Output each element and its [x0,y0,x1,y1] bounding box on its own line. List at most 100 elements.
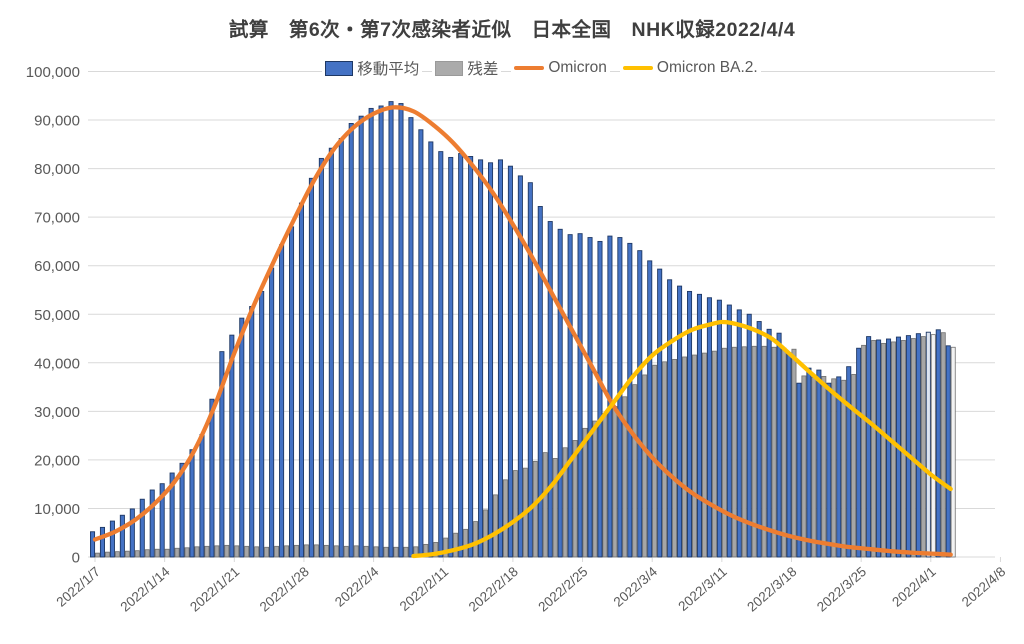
x-axis-label: 2022/1/7 [53,564,103,610]
bar-residual [333,545,339,558]
bar-moving-average [279,244,285,558]
bar-residual [492,494,498,558]
bar-moving-average [378,105,384,558]
bar-residual [781,347,787,558]
bar-moving-average [129,508,135,558]
bar-residual [861,344,867,558]
bar-residual [453,532,459,558]
bar-residual [632,384,638,558]
bar-moving-average [925,331,931,558]
bar-moving-average [229,334,235,558]
omicron-line-swatch-icon [514,65,545,71]
x-axis-label: 2022/1/14 [117,564,173,615]
bar-moving-average [517,175,523,558]
legend-label-moving-average: 移動平均 [357,61,420,78]
bar-residual [383,546,389,558]
bar-moving-average [358,115,364,558]
bar-residual [950,346,956,558]
bar-moving-average [726,304,732,558]
bar-moving-average [438,151,444,558]
bar-moving-average [687,290,693,558]
bar-residual [204,545,210,558]
bar-residual [483,509,489,558]
bar-moving-average [348,122,354,558]
legend: 移動平均 残差 Omicron Omicron BA.2. [88,57,995,79]
bar-moving-average [189,449,195,558]
y-axis-label: 40,000 [34,355,80,372]
bar-residual [562,447,568,558]
bar-moving-average [786,352,792,558]
legend-item-residual: 残差 [432,57,502,79]
bar-moving-average [159,483,165,558]
bar-moving-average [119,514,125,558]
bar-moving-average [298,202,304,558]
bar-moving-average [149,489,155,558]
bar-residual [940,332,946,558]
bar-moving-average [89,531,96,558]
bar-moving-average [856,347,862,558]
bar-residual [572,440,578,558]
bar-residual [274,545,280,558]
bar-residual [871,340,877,558]
bar-residual [313,544,319,558]
bar-moving-average [328,147,334,558]
bar-moving-average [806,367,812,558]
bar-moving-average [776,332,782,558]
bar-moving-average [169,472,175,558]
bar-residual [194,546,200,558]
bar-moving-average [209,398,215,558]
x-axis-label: 2022/2/4 [332,564,382,610]
bar-residual [811,376,817,558]
legend-label-omicron: Omicron [548,59,607,76]
bar-moving-average [766,328,772,558]
bar-moving-average [318,157,324,558]
bar-moving-average [657,268,663,558]
bar-residual [114,551,120,558]
bar-residual [323,544,329,558]
bar-residual [234,545,240,558]
bar-residual [662,361,668,558]
bar-moving-average [139,498,145,558]
y-axis-label: 100,000 [26,64,80,81]
bar-moving-average [497,159,503,558]
moving-average-swatch-icon [325,60,354,76]
bar-residual [930,334,936,558]
bar-residual [831,378,837,558]
bar-moving-average [826,382,832,558]
bar-moving-average [507,165,513,558]
residual-swatch-icon [435,60,464,76]
x-axis-label: 2022/3/18 [744,564,799,615]
bar-moving-average [945,345,951,558]
bar-residual [552,458,558,558]
legend-label-omicron-ba2: Omicron BA.2. [656,59,758,76]
y-axis-labels: 0 10,000 20,000 30,000 40,000 50,000 60,000 70,… [26,64,80,567]
y-axis-label: 80,000 [34,161,80,178]
bar-moving-average [308,177,314,558]
bar-residual [692,354,697,558]
bar-residual [214,545,220,558]
bar-moving-average [756,321,762,558]
legend-item-moving-average: 移動平均 [322,57,423,79]
bar-residual [542,452,548,558]
bar-residual [532,460,538,558]
bar-residual [95,552,100,558]
bar-residual [244,545,250,558]
bar-moving-average [527,182,533,558]
bar-residual [920,336,926,558]
bar-moving-average [567,234,573,558]
bar-moving-average [219,351,225,558]
bar-moving-average [846,366,852,558]
bar-residual [224,544,230,558]
legend-item-omicron: Omicron [511,59,610,77]
bar-moving-average [488,162,494,558]
legend-label-residual: 残差 [467,61,499,78]
bar-moving-average [418,129,424,558]
bar-residual [642,374,648,558]
bar-residual [293,544,299,558]
bar-residual [791,348,797,558]
bar-residual [592,420,598,558]
bar-residual [343,545,349,558]
bar-residual [463,528,469,558]
y-axis-label: 20,000 [34,452,80,469]
bar-moving-average [557,228,563,558]
